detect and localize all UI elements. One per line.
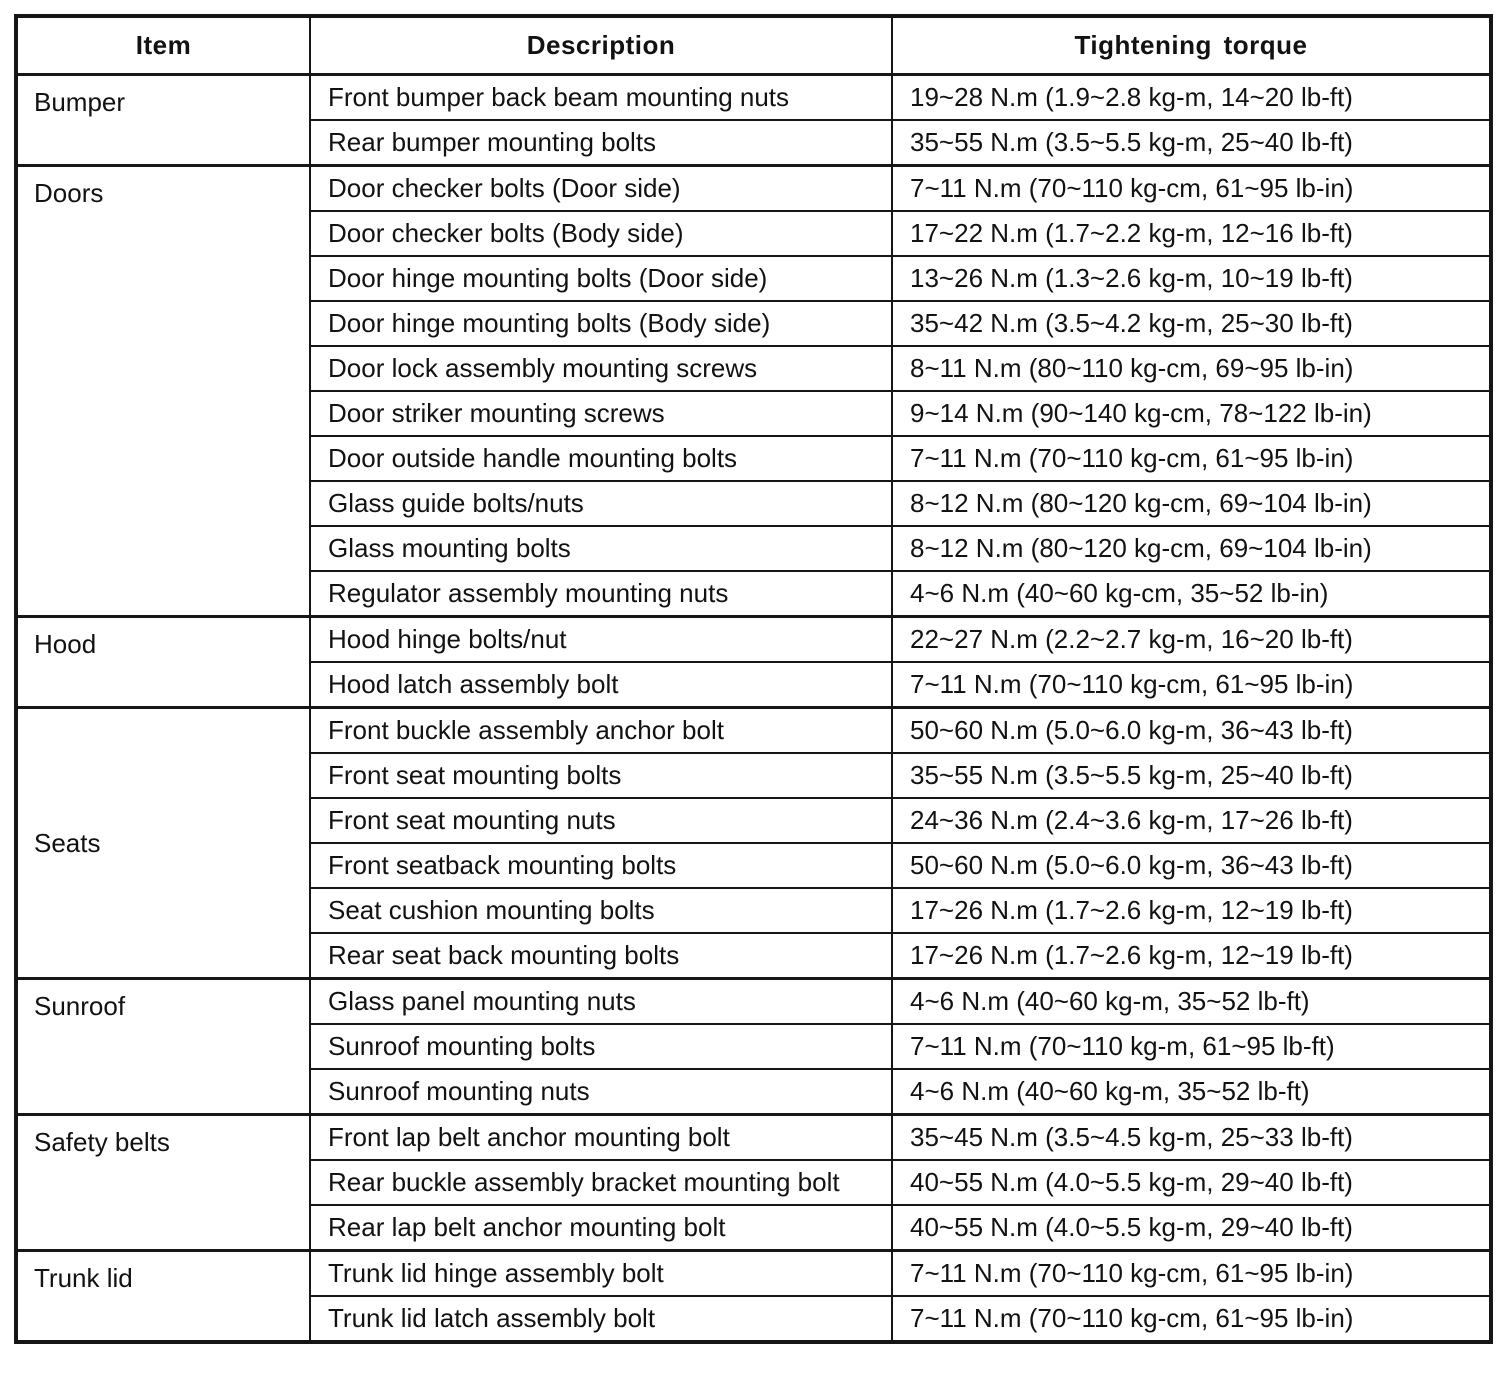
description-cell: Sunroof mounting bolts xyxy=(309,1023,893,1070)
table-row: Hood latch assembly bolt 7~11 N.m (70~110… xyxy=(16,661,1492,709)
torque-cell: 7~11 N.m (70~110 kg-cm, 61~95 lb-in) xyxy=(891,164,1492,212)
torque-cell: 8~12 N.m (80~120 kg-cm, 69~104 lb-in) xyxy=(891,525,1492,572)
table-row: Doors Door checker bolts (Door side) 7~11 … xyxy=(15,164,1492,618)
description-cell: Rear lap belt anchor mounting bolt xyxy=(309,1204,893,1252)
description-cell: Rear buckle assembly bracket mounting bo… xyxy=(309,1159,893,1206)
table-row: Bumper Front bumper back beam mounting nu… xyxy=(15,73,1492,167)
torque-cell: 35~55 N.m (3.5~5.5 kg-m, 25~40 lb-ft) xyxy=(891,119,1492,167)
torque-cell: 35~55 N.m (3.5~5.5 kg-m, 25~40 lb-ft) xyxy=(891,752,1492,799)
table-row: Front seat mounting nuts 24~36 N.m (2.4~3… xyxy=(16,797,1492,844)
table-row: Hood Hood hinge bolts/nut 22~27 N.m (2.2~2… xyxy=(15,615,1492,709)
description-cell: Rear bumper mounting bolts xyxy=(309,119,893,167)
table-row: Rear buckle assembly bracket mounting bo… xyxy=(16,1159,1492,1206)
torque-cell: 50~60 N.m (5.0~6.0 kg-m, 36~43 lb-ft) xyxy=(891,706,1492,754)
torque-cell: 40~55 N.m (4.0~5.5 kg-m, 29~40 lb-ft) xyxy=(891,1204,1492,1252)
item-cell: Seats xyxy=(15,706,311,980)
description-cell: Door outside handle mounting bolts xyxy=(309,435,893,482)
torque-cell: 17~26 N.m (1.7~2.6 kg-m, 12~19 lb-ft) xyxy=(891,887,1492,934)
torque-cell: 7~11 N.m (70~110 kg-cm, 61~95 lb-in) xyxy=(891,1295,1492,1343)
table-row: Sunroof mounting nuts 4~6 N.m (40~60 kg-m… xyxy=(16,1068,1492,1116)
description-cell: Door checker bolts (Door side) xyxy=(309,164,893,212)
torque-cell: 9~14 N.m (90~140 kg-cm, 78~122 lb-in) xyxy=(891,390,1492,437)
torque-cell: 19~28 N.m (1.9~2.8 kg-m, 14~20 lb-ft) xyxy=(891,73,1492,121)
torque-cell: 8~12 N.m (80~120 kg-cm, 69~104 lb-in) xyxy=(891,480,1492,527)
table-row: Door striker mounting screws 9~14 N.m (90… xyxy=(16,390,1492,437)
table-row: Door hinge mounting bolts (Body side) 35~… xyxy=(16,300,1492,347)
column-header-item: Item xyxy=(15,15,311,76)
torque-cell: 50~60 N.m (5.0~6.0 kg-m, 36~43 lb-ft) xyxy=(891,842,1492,889)
description-cell: Trunk lid latch assembly bolt xyxy=(309,1295,893,1343)
description-cell: Front seatback mounting bolts xyxy=(309,842,893,889)
description-cell: Glass guide bolts/nuts xyxy=(309,480,893,527)
table-row: Sunroof Glass panel mounting nuts 4~6 N.m … xyxy=(15,977,1492,1116)
table-row: Safety belts Front lap belt anchor mounti… xyxy=(15,1113,1492,1252)
table-row: Sunroof mounting bolts 7~11 N.m (70~110 k… xyxy=(16,1023,1492,1070)
torque-cell: 24~36 N.m (2.4~3.6 kg-m, 17~26 lb-ft) xyxy=(891,797,1492,844)
table-row: Trunk lid latch assembly bolt 7~11 N.m (7… xyxy=(16,1295,1492,1343)
torque-cell: 4~6 N.m (40~60 kg-m, 35~52 lb-ft) xyxy=(891,1068,1492,1116)
torque-cell: 7~11 N.m (70~110 kg-m, 61~95 lb-ft) xyxy=(891,1023,1492,1070)
description-cell: Seat cushion mounting bolts xyxy=(309,887,893,934)
description-cell: Front lap belt anchor mounting bolt xyxy=(309,1113,893,1161)
description-cell: Glass panel mounting nuts xyxy=(309,977,893,1025)
item-cell: Bumper xyxy=(15,73,311,167)
torque-cell: 7~11 N.m (70~110 kg-cm, 61~95 lb-in) xyxy=(891,1249,1492,1297)
table-row: Seats Front buckle assembly anchor bolt 50… xyxy=(15,706,1492,980)
description-cell: Sunroof mounting nuts xyxy=(309,1068,893,1116)
item-cell: Safety belts xyxy=(15,1113,311,1252)
torque-cell: 22~27 N.m (2.2~2.7 kg-m, 16~20 lb-ft) xyxy=(891,615,1492,663)
table-row: Front seat mounting bolts 35~55 N.m (3.5~… xyxy=(16,752,1492,799)
description-cell: Rear seat back mounting bolts xyxy=(309,932,893,980)
description-cell: Regulator assembly mounting nuts xyxy=(309,570,893,618)
description-cell: Glass mounting bolts xyxy=(309,525,893,572)
description-cell: Door hinge mounting bolts (Door side) xyxy=(309,255,893,302)
description-cell: Hood latch assembly bolt xyxy=(309,661,893,709)
description-cell: Trunk lid hinge assembly bolt xyxy=(309,1249,893,1297)
torque-cell: 35~45 N.m (3.5~4.5 kg-m, 25~33 lb-ft) xyxy=(891,1113,1492,1161)
item-cell: Doors xyxy=(15,164,311,618)
torque-cell: 17~22 N.m (1.7~2.2 kg-m, 12~16 lb-ft) xyxy=(891,210,1492,257)
description-cell: Hood hinge bolts/nut xyxy=(309,615,893,663)
table-row: Door outside handle mounting bolts 7~11 N… xyxy=(16,435,1492,482)
description-cell: Front seat mounting bolts xyxy=(309,752,893,799)
tightening-torque-table: Item Description Tightening torque Bumpe… xyxy=(14,14,1493,1344)
table-body: Bumper Front bumper back beam mounting nu… xyxy=(15,73,1492,1343)
table-row: Door lock assembly mounting screws 8~11 N… xyxy=(16,345,1492,392)
table-row: Rear seat back mounting bolts 17~26 N.m (… xyxy=(16,932,1492,980)
table-row: Door hinge mounting bolts (Door side) 13~… xyxy=(16,255,1492,302)
table-row: Front seatback mounting bolts 50~60 N.m (… xyxy=(16,842,1492,889)
torque-cell: 4~6 N.m (40~60 kg-m, 35~52 lb-ft) xyxy=(891,977,1492,1025)
table-header-row: Item Description Tightening torque xyxy=(15,15,1492,76)
item-cell: Hood xyxy=(15,615,311,709)
description-cell: Front seat mounting nuts xyxy=(309,797,893,844)
item-cell: Sunroof xyxy=(15,977,311,1116)
table-row: Rear bumper mounting bolts 35~55 N.m (3.5… xyxy=(16,119,1492,167)
torque-cell: 7~11 N.m (70~110 kg-cm, 61~95 lb-in) xyxy=(891,661,1492,709)
torque-cell: 17~26 N.m (1.7~2.6 kg-m, 12~19 lb-ft) xyxy=(891,932,1492,980)
table-row: Glass mounting bolts 8~12 N.m (80~120 kg-… xyxy=(16,525,1492,572)
torque-cell: 40~55 N.m (4.0~5.5 kg-m, 29~40 lb-ft) xyxy=(891,1159,1492,1206)
torque-cell: 35~42 N.m (3.5~4.2 kg-m, 25~30 lb-ft) xyxy=(891,300,1492,347)
table-row: Door checker bolts (Body side) 17~22 N.m … xyxy=(16,210,1492,257)
description-cell: Door checker bolts (Body side) xyxy=(309,210,893,257)
table-row: Rear lap belt anchor mounting bolt 40~55 … xyxy=(16,1204,1492,1252)
torque-cell: 13~26 N.m (1.3~2.6 kg-m, 10~19 lb-ft) xyxy=(891,255,1492,302)
item-cell: Trunk lid xyxy=(15,1249,311,1343)
table-row: Regulator assembly mounting nuts 4~6 N.m … xyxy=(16,570,1492,618)
description-cell: Front bumper back beam mounting nuts xyxy=(309,73,893,121)
table-row: Glass guide bolts/nuts 8~12 N.m (80~120 k… xyxy=(16,480,1492,527)
description-cell: Door lock assembly mounting screws xyxy=(309,345,893,392)
table-row: Seat cushion mounting bolts 17~26 N.m (1.… xyxy=(16,887,1492,934)
description-cell: Front buckle assembly anchor bolt xyxy=(309,706,893,754)
column-header-description: Description xyxy=(309,15,893,76)
column-header-tightening-torque: Tightening torque xyxy=(891,15,1492,76)
torque-cell: 8~11 N.m (80~110 kg-cm, 69~95 lb-in) xyxy=(891,345,1492,392)
torque-cell: 7~11 N.m (70~110 kg-cm, 61~95 lb-in) xyxy=(891,435,1492,482)
torque-cell: 4~6 N.m (40~60 kg-cm, 35~52 lb-in) xyxy=(891,570,1492,618)
description-cell: Door striker mounting screws xyxy=(309,390,893,437)
table-row: Trunk lid Trunk lid hinge assembly bolt 7~… xyxy=(15,1249,1492,1343)
description-cell: Door hinge mounting bolts (Body side) xyxy=(309,300,893,347)
